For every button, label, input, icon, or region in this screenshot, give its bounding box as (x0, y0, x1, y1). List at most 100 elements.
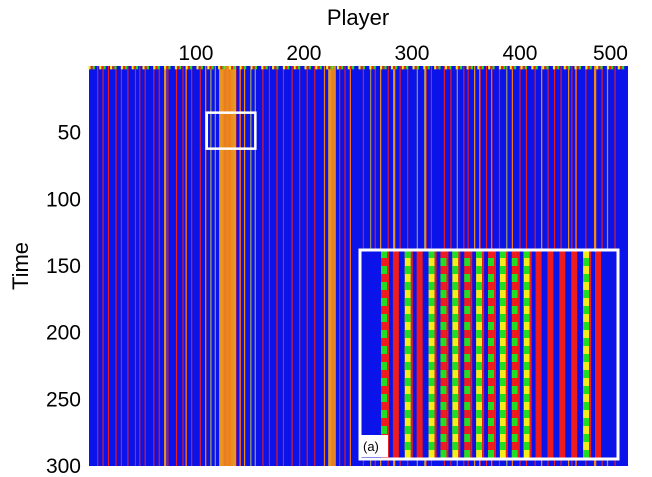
column-red-player-14 (102, 66, 104, 466)
column-red-edge (186, 66, 187, 466)
inset-green-cell (404, 282, 411, 290)
initial-cell (196, 66, 199, 70)
initial-cell (298, 66, 301, 70)
initial-cell (295, 66, 299, 70)
column-yellow-player-219 (323, 66, 326, 466)
column-red-player-88 (182, 66, 184, 466)
inset-green-cell (523, 378, 530, 386)
inset-green-cell (476, 378, 483, 386)
initial-cell (477, 66, 480, 70)
inset-green-cell (452, 330, 459, 338)
inset-green-cell (583, 434, 590, 442)
initial-cell (153, 66, 156, 70)
column-red-player-203 (306, 66, 308, 466)
inset-green-cell (523, 362, 530, 370)
inset-green-cell (499, 314, 506, 322)
initial-cell (326, 66, 329, 70)
column-red-player-96 (191, 66, 193, 466)
inset-green-cell (583, 306, 590, 314)
column-yellow-player-129 (226, 66, 228, 466)
initial-cell (155, 66, 158, 70)
inset-green-cell (452, 250, 459, 258)
inset-green-cell (381, 346, 387, 354)
inset-green-cell (499, 266, 506, 274)
initial-cell (460, 66, 463, 70)
inset-red-stripe (595, 250, 601, 459)
column-yellow-player-223 (328, 66, 330, 466)
inset-green-cell (488, 386, 494, 394)
initial-cell (585, 66, 588, 70)
inset-green-cell (464, 370, 471, 378)
initial-cell (306, 66, 309, 70)
inset-stripe-edge (434, 250, 437, 459)
initial-cell (174, 66, 178, 70)
column-red-edge (244, 66, 246, 466)
initial-cell (470, 66, 473, 70)
inset-green-cell (452, 410, 459, 418)
inset-green-cell (488, 306, 494, 314)
column-red-player-162 (262, 66, 264, 466)
initial-cell (401, 66, 404, 70)
inset-green-cell (476, 266, 483, 274)
initial-cell (380, 66, 383, 70)
initial-cell (179, 66, 182, 70)
column-yellow-player-141 (239, 66, 241, 466)
initial-cell (123, 66, 126, 70)
inset-column-yellowgreen (404, 250, 413, 459)
initial-cell (511, 66, 515, 70)
inset-green-cell (428, 346, 435, 354)
inset-stripe-base (404, 250, 411, 459)
inset-green-cell (464, 258, 471, 266)
inset-green-cell (404, 266, 411, 274)
initial-cell (112, 66, 115, 70)
initial-state-band (88, 66, 625, 70)
inset-green-cell (440, 450, 447, 458)
inset-green-cell (523, 442, 530, 450)
inset-green-cell (404, 410, 411, 418)
inset-column-redgreen (381, 250, 389, 459)
initial-cell (544, 66, 547, 70)
column-yellow-player-226 (331, 66, 333, 466)
inset-green-cell (464, 386, 471, 394)
inset-green-cell (464, 402, 471, 410)
initial-cell (339, 66, 342, 70)
column-red-edge (234, 66, 236, 466)
initial-cell (352, 66, 355, 70)
x-tick-label: 300 (394, 42, 429, 65)
column-red-edge (232, 66, 234, 466)
initial-cell (308, 66, 311, 70)
column-yellow-player-225 (330, 66, 332, 466)
initial-cell (371, 66, 374, 70)
column-red-edge (335, 66, 336, 466)
inset-green-cell (404, 250, 411, 258)
inset-stripe-edge (410, 250, 413, 459)
inset-green-cell (499, 442, 506, 450)
initial-cell (565, 66, 569, 70)
inset-green-cell (428, 426, 435, 434)
inset-green-cell (464, 338, 471, 346)
inset-stripe-edge (589, 250, 592, 459)
inset-green-cell (404, 330, 411, 338)
column-yellow-player-91 (185, 66, 187, 466)
inset-green-cell (476, 330, 483, 338)
initial-cell (101, 66, 104, 70)
inset-green-cell (488, 338, 494, 346)
column-red-player-9 (97, 66, 99, 466)
initial-cell (142, 66, 145, 70)
inset-green-cell (499, 282, 506, 290)
inset-green-cell (452, 298, 459, 306)
inset-green-cell (452, 266, 459, 274)
initial-cell (349, 66, 353, 70)
inset-green-cell (511, 258, 518, 266)
inset-green-cell (404, 378, 411, 386)
inset-green-cell (523, 330, 530, 338)
initial-cell (423, 66, 426, 70)
initial-cell (341, 66, 344, 70)
column-red-player-189 (291, 66, 293, 466)
initial-cell (250, 66, 253, 70)
inset-green-cell (428, 330, 435, 338)
inset-green-cell (440, 322, 447, 330)
inset-green-cell (428, 314, 435, 322)
initial-cell (438, 66, 441, 70)
column-red-player-31 (120, 66, 122, 466)
